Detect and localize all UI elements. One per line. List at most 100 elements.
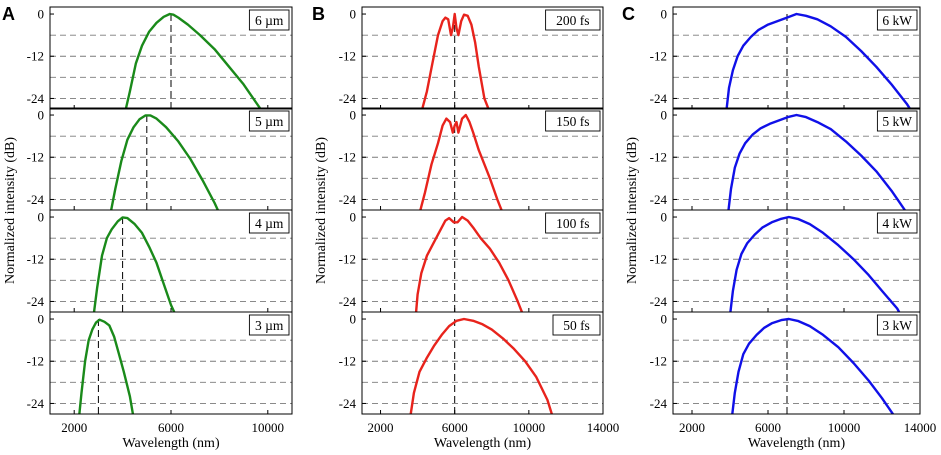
- y-tick-label: -12: [339, 252, 356, 267]
- subplot-B-1: 0 -12 -24 200 fs: [339, 6, 604, 110]
- series-label: 5 kW: [882, 114, 912, 129]
- y-axis-label: Normalized intensity (dB): [625, 137, 640, 284]
- series-label-box: [248, 212, 290, 234]
- series-label-box: [876, 110, 918, 132]
- subplot-frame: [672, 6, 921, 110]
- y-axis-label: Normalized intensity (dB): [3, 137, 18, 284]
- series-label: 6 kW: [882, 13, 912, 28]
- series-label-box: [248, 314, 290, 336]
- y-tick-label: -12: [339, 150, 356, 165]
- series-label-box: [876, 212, 918, 234]
- panel-label-A: A: [2, 4, 15, 24]
- y-tick-label: -12: [27, 354, 44, 369]
- spectrum-line-5-kW: [727, 113, 906, 210]
- x-tick-label: 2000: [368, 420, 394, 435]
- subplot-A-4: 0 -12 -24 3 µm: [27, 311, 293, 415]
- subplot-C-3: 0 -12 -24 4 kW: [650, 209, 921, 313]
- y-tick-label: -24: [650, 294, 668, 309]
- panel-A: A 0 -12 -24 6 µm 0 -12 -24 5 µm 0 -12 -24 4 µm 0 -12 -2…: [2, 4, 293, 451]
- y-tick-label: -24: [27, 396, 45, 411]
- series-label: 4 kW: [882, 216, 912, 231]
- subplot-frame: [49, 311, 293, 415]
- x-tick-label: 10000: [828, 420, 861, 435]
- y-tick-label: -24: [339, 396, 357, 411]
- subplot-C-2: 0 -12 -24 5 kW: [650, 107, 921, 211]
- y-tick-label: -24: [27, 91, 45, 106]
- series-label: 3 kW: [882, 318, 912, 333]
- y-tick-label: 0: [38, 210, 45, 225]
- series-label: 50 fs: [563, 318, 590, 333]
- x-axis-label: Wavelength (nm): [434, 436, 532, 451]
- series-label: 150 fs: [556, 114, 589, 129]
- y-tick-label: 0: [350, 7, 357, 22]
- series-label-box: [545, 212, 601, 234]
- y-tick-label: 0: [350, 210, 357, 225]
- y-tick-label: -24: [339, 294, 357, 309]
- spectrum-line-50-fs: [409, 317, 554, 414]
- y-tick-label: 0: [38, 312, 45, 327]
- spectrum-line-200-fs: [420, 12, 490, 109]
- x-axis-label: Wavelength (nm): [122, 436, 220, 451]
- y-tick-label: -12: [339, 49, 356, 64]
- y-tick-label: -12: [27, 49, 44, 64]
- y-tick-label: 0: [661, 7, 668, 22]
- y-tick-label: -24: [650, 396, 668, 411]
- y-tick-label: -24: [339, 192, 357, 207]
- subplot-C-1: 0 -12 -24 6 kW: [650, 6, 921, 110]
- y-tick-label: 0: [661, 312, 668, 327]
- y-tick-label: -24: [650, 192, 668, 207]
- x-tick-label: 6000: [755, 420, 781, 435]
- y-tick-label: -12: [27, 150, 44, 165]
- y-tick-label: -12: [650, 150, 667, 165]
- panel-B: B 0 -12 -24 200 fs 0 -12 -24 150 fs 0 -12 -24 100 fs…: [312, 4, 619, 451]
- series-label-box: [876, 9, 918, 31]
- spectrum-line-6-µm: [124, 12, 263, 109]
- series-label-box: [876, 314, 918, 336]
- spectrum-line-4-µm: [92, 216, 176, 312]
- y-tick-label: -12: [650, 252, 667, 267]
- y-tick-label: 0: [350, 108, 357, 123]
- y-tick-label: -24: [27, 192, 45, 207]
- series-label-box: [248, 110, 290, 132]
- y-tick-label: -12: [339, 354, 356, 369]
- y-tick-label: -12: [650, 354, 667, 369]
- subplot-frame: [49, 6, 293, 110]
- subplot-C-4: 0 -12 -24 3 kW: [650, 311, 921, 415]
- y-tick-label: -24: [339, 91, 357, 106]
- y-tick-label: 0: [661, 210, 668, 225]
- y-tick-label: -24: [650, 91, 668, 106]
- series-label-box: [552, 314, 601, 336]
- x-tick-label: 6000: [442, 420, 468, 435]
- series-label: 100 fs: [556, 216, 589, 231]
- subplot-B-3: 0 -12 -24 100 fs: [339, 209, 604, 313]
- spectrum-line-5-µm: [109, 114, 220, 210]
- x-tick-label: 14000: [587, 420, 620, 435]
- y-tick-label: -12: [650, 49, 667, 64]
- x-tick-label: 14000: [904, 420, 937, 435]
- series-label: 3 µm: [255, 318, 284, 333]
- subplot-frame: [361, 311, 604, 415]
- spectrum-line-100-fs: [414, 215, 524, 312]
- x-axis-label: Wavelength (nm): [748, 436, 846, 451]
- series-label-box: [248, 9, 290, 31]
- panel-label-B: B: [312, 4, 325, 24]
- x-tick-label: 2000: [679, 420, 705, 435]
- spectrum-line-6-kW: [725, 12, 912, 109]
- subplot-B-4: 0 -12 -24 50 fs: [339, 311, 604, 415]
- y-tick-label: 0: [38, 7, 45, 22]
- spectrum-line-3-µm: [78, 318, 135, 414]
- y-tick-label: 0: [350, 312, 357, 327]
- spectrum-line-4-kW: [729, 215, 901, 312]
- spectrum-line-3-kW: [731, 317, 895, 414]
- subplot-A-2: 0 -12 -24 5 µm: [27, 107, 293, 211]
- series-label: 200 fs: [556, 13, 589, 28]
- y-axis-label: Normalized intensity (dB): [314, 137, 329, 284]
- y-tick-label: 0: [38, 108, 45, 123]
- subplot-frame: [361, 6, 604, 110]
- x-tick-label: 6000: [158, 420, 184, 435]
- spectrum-line-150-fs: [419, 113, 503, 210]
- series-label: 4 µm: [255, 216, 284, 231]
- series-label-box: [545, 110, 601, 132]
- panel-C: C 0 -12 -24 6 kW 0 -12 -24 5 kW 0 -12 -24 4 kW 0 -12 -2…: [622, 4, 936, 451]
